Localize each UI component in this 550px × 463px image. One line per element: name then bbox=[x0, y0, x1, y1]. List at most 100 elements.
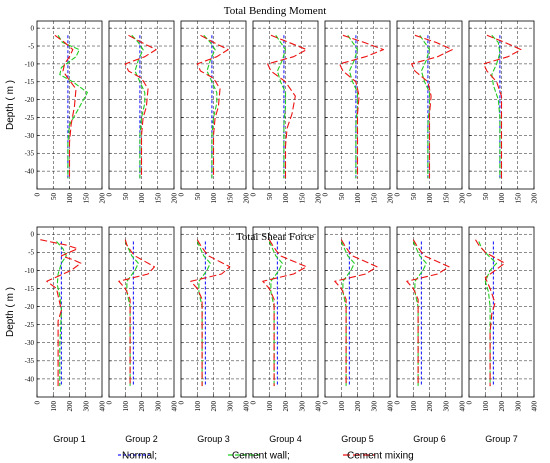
shear-panel-1-x-tick-label: 200 bbox=[66, 401, 74, 412]
shear-panel-1-y-tick-label: -40 bbox=[25, 375, 35, 383]
shear-panel-1-y-tick-label: -35 bbox=[25, 357, 35, 365]
shear-panel-1-y-tick-label: -15 bbox=[25, 285, 35, 293]
shear-panel-1: 0 100 200 300 400 0 -5 -10 -15 -20 -25 -30 -35 -40 Gro… bbox=[25, 226, 107, 444]
shear-panel-2-x-tick-label: 200 bbox=[138, 401, 146, 412]
shear-panel-4: 0 100 200 300 400 Group 4 bbox=[250, 226, 323, 444]
shear-panel-5-cement-wall-line bbox=[340, 241, 355, 387]
moment-panel-1-x-tick-label: 50 bbox=[50, 193, 58, 201]
shear-panel-1-cement-wall-line bbox=[56, 241, 67, 387]
moment-panel-6-x-tick-label: 100 bbox=[426, 193, 434, 204]
group-label: Group 4 bbox=[269, 434, 302, 444]
moment-panel-4-x-tick-label: 200 bbox=[315, 193, 323, 204]
moment-panel-1: 0 50 100 150 200 0 -5 -10 -15 -20 -25 -30 -35 -40 bbox=[25, 20, 107, 204]
shear-panel-7-x-tick-label: 300 bbox=[514, 401, 522, 412]
moment-panel-5-x-tick-label: 200 bbox=[387, 193, 395, 204]
moment-panel-6-cement-wall-line bbox=[419, 34, 431, 179]
shear-panel-3-x-tick-label: 300 bbox=[226, 401, 234, 412]
shear-panel-3-cement-wall-line bbox=[196, 241, 211, 387]
shear-panel-2-x-tick-label: 400 bbox=[171, 401, 179, 412]
moment-panel-2-x-tick-label: 200 bbox=[171, 193, 179, 204]
shear-panel-6: 0 100 200 300 400 Group 6 bbox=[394, 226, 467, 444]
shear-panel-1-y-tick-label: 0 bbox=[31, 231, 35, 239]
shear-y-axis-label: Depth ( m ) bbox=[5, 287, 16, 337]
moment-panel-1-x-tick-label: 200 bbox=[99, 193, 107, 204]
group-label: Group 2 bbox=[125, 434, 158, 444]
shear-panel-2-x-tick-label: 100 bbox=[122, 401, 130, 412]
moment-panel-6-x-tick-label: 50 bbox=[410, 193, 418, 201]
shear-panel-1-y-tick-label: -20 bbox=[25, 303, 35, 311]
shear-panel-1-x-tick-label: 100 bbox=[50, 401, 58, 412]
shear-panel-4-cement-mixing-line bbox=[262, 239, 308, 387]
group-label: Group 7 bbox=[485, 434, 518, 444]
moment-panel-5: 0 50 100 150 200 bbox=[322, 20, 395, 204]
shear-panel-4-x-tick-label: 300 bbox=[298, 401, 306, 412]
moment-panel-5-x-tick-label: 150 bbox=[370, 193, 378, 204]
shear-panel-3-cement-mixing-line bbox=[190, 239, 231, 387]
moment-panel-1-y-tick-label: -10 bbox=[25, 60, 35, 68]
moment-panel-1-x-tick-label: 100 bbox=[66, 193, 74, 204]
shear-panel-7-cement-mixing-line bbox=[475, 239, 506, 387]
shear-panel-5-x-tick-label: 200 bbox=[354, 401, 362, 412]
shear-panel-6-x-tick-label: 0 bbox=[394, 401, 402, 405]
moment-panel-4-x-tick-label: 150 bbox=[298, 193, 306, 204]
shear-panel-6-cement-wall-line bbox=[412, 241, 427, 387]
moment-panel-2-x-tick-label: 0 bbox=[106, 193, 114, 197]
shear-chart-title: Total Shear Force bbox=[236, 231, 314, 243]
shear-panel-2: 0 100 200 300 400 Group 2 bbox=[106, 226, 179, 444]
moment-panel-4: 0 50 100 150 200 bbox=[250, 20, 323, 204]
moment-panel-7-x-tick-label: 100 bbox=[498, 193, 506, 204]
shear-panel-1-y-tick-label: -5 bbox=[28, 249, 34, 257]
moment-panel-4-cement-mixing-line bbox=[267, 34, 308, 179]
moment-panel-2-cement-wall-line bbox=[131, 34, 146, 179]
legend-label-normal: Normal; bbox=[122, 451, 157, 462]
moment-panel-4-cement-wall-line bbox=[275, 34, 287, 179]
group-label: Group 3 bbox=[197, 434, 230, 444]
moment-panel-6-cement-mixing-line bbox=[411, 34, 453, 179]
moment-panel-7-cement-mixing-line bbox=[483, 34, 522, 179]
shear-panel-1-y-tick-label: -25 bbox=[25, 321, 35, 329]
shear-panel-7-x-tick-label: 100 bbox=[482, 401, 490, 412]
shear-panel-1-x-tick-label: 400 bbox=[99, 401, 107, 412]
moment-panel-4-x-tick-label: 100 bbox=[282, 193, 290, 204]
shear-panel-2-x-tick-label: 0 bbox=[106, 401, 114, 405]
shear-panel-3-x-tick-label: 400 bbox=[243, 401, 251, 412]
legend-label-cement-mixing: Cement mixing bbox=[347, 451, 414, 462]
moment-panel-1-y-tick-label: -20 bbox=[25, 96, 35, 104]
shear-panel-5-cement-mixing-line bbox=[334, 239, 378, 387]
moment-panel-5-x-tick-label: 0 bbox=[322, 193, 330, 197]
legend-item-cement-mixing: Cement mixing bbox=[343, 451, 414, 462]
shear-panel-5: 0 100 200 300 400 Group 5 bbox=[322, 226, 395, 444]
moment-panel-4-x-tick-label: 0 bbox=[250, 193, 258, 197]
shear-panel-4-cement-wall-line bbox=[268, 241, 283, 387]
shear-panel-5-x-tick-label: 100 bbox=[338, 401, 346, 412]
moment-panel-6: 0 50 100 150 200 bbox=[394, 20, 467, 204]
legend-item-normal: Normal; bbox=[118, 451, 157, 462]
shear-panel-2-x-tick-label: 300 bbox=[154, 401, 162, 412]
shear-panel-3-x-tick-label: 200 bbox=[210, 401, 218, 412]
moment-panel-7-x-tick-label: 0 bbox=[466, 193, 474, 197]
moment-panel-2-cement-mixing-line bbox=[124, 34, 157, 179]
moment-panel-6-x-tick-label: 0 bbox=[394, 193, 402, 197]
shear-panel-4-x-tick-label: 200 bbox=[282, 401, 290, 412]
moment-panel-1-y-tick-label: 0 bbox=[31, 25, 35, 33]
moment-panel-2: 0 50 100 150 200 bbox=[106, 20, 179, 204]
moment-panel-3-cement-mixing-line bbox=[196, 34, 229, 179]
shear-panel-3: 0 100 200 300 400 Group 3 bbox=[178, 226, 251, 444]
moment-panel-3-x-tick-label: 150 bbox=[226, 193, 234, 204]
moment-panel-7-x-tick-label: 50 bbox=[482, 193, 490, 201]
shear-panel-4-x-tick-label: 400 bbox=[315, 401, 323, 412]
shear-panel-6-x-tick-label: 200 bbox=[426, 401, 434, 412]
moment-panel-6-x-tick-label: 200 bbox=[459, 193, 467, 204]
moment-panel-3-x-tick-label: 50 bbox=[194, 193, 202, 201]
moment-chart: Depth ( m )0 50 100 150 2000-5-10-15-20-25-3… bbox=[5, 20, 539, 204]
moment-panel-3-x-tick-label: 200 bbox=[243, 193, 251, 204]
moment-panel-1-x-tick-label: 150 bbox=[82, 193, 90, 204]
moment-panel-3-x-tick-label: 0 bbox=[178, 193, 186, 197]
shear-panel-5-x-tick-label: 0 bbox=[322, 401, 330, 405]
shear-panel-6-x-tick-label: 100 bbox=[410, 401, 418, 412]
shear-panel-7: 0 100 200 300 400 Group 7 bbox=[466, 226, 539, 444]
moment-panel-5-x-tick-label: 100 bbox=[354, 193, 362, 204]
shear-panel-3-x-tick-label: 0 bbox=[178, 401, 186, 405]
shear-panel-2-cement-wall-line bbox=[124, 241, 139, 387]
